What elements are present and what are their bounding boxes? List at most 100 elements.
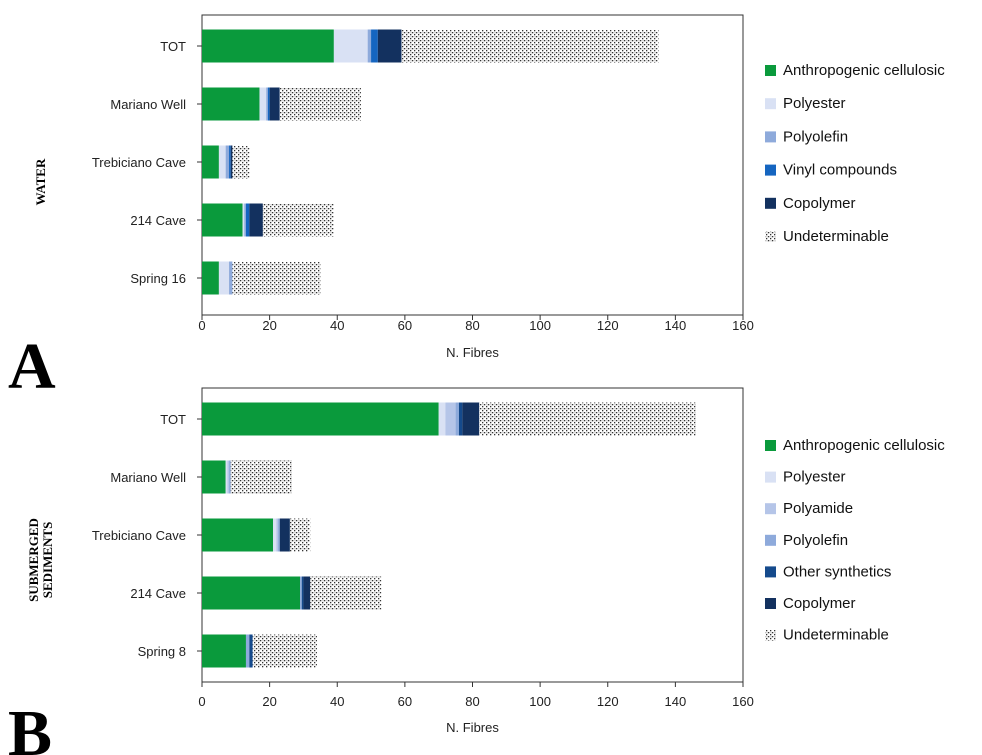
- x-tick-label: 20: [262, 318, 276, 333]
- bar-segment: [301, 576, 304, 610]
- bar-segment: [438, 402, 446, 436]
- legend-label: Anthropogenic cellulosic: [783, 437, 945, 454]
- bar-segment: [267, 87, 270, 121]
- category-label: TOT: [160, 412, 186, 427]
- panel-side-label: SUBMERGED: [26, 518, 41, 602]
- bar-segment: [333, 29, 368, 63]
- legend-swatch: [765, 131, 776, 143]
- x-tick-label: 120: [597, 318, 619, 333]
- x-tick-label: 100: [529, 694, 551, 709]
- legend-label: Polyolefin: [783, 532, 848, 549]
- bar-segment: [202, 518, 274, 552]
- x-tick-label: 0: [198, 318, 205, 333]
- category-label: TOT: [160, 39, 186, 54]
- bar-segment: [303, 576, 311, 610]
- legend-label: Undeterminable: [783, 228, 889, 245]
- bar-segment: [230, 460, 292, 494]
- category-label: Mariano Well: [110, 470, 186, 485]
- legend-swatch: [765, 440, 776, 451]
- bar-segment: [202, 29, 334, 63]
- legend-label: Polyester: [783, 95, 846, 112]
- x-tick-label: 160: [732, 694, 754, 709]
- x-tick-label: 160: [732, 318, 754, 333]
- legend-swatch: [765, 566, 776, 578]
- bar-segment: [229, 460, 231, 494]
- bar-segment: [300, 576, 302, 610]
- bar-segment: [401, 29, 659, 63]
- x-axis-title: N. Fibres: [446, 720, 499, 735]
- category-label: Trebiciano Cave: [92, 155, 186, 170]
- bar-segment: [202, 402, 439, 436]
- category-label: Mariano Well: [110, 97, 186, 112]
- bar-segment: [458, 402, 463, 436]
- bar-segment: [245, 634, 250, 668]
- legend-swatch: [765, 65, 776, 76]
- bar-segment: [249, 634, 253, 668]
- x-tick-label: 80: [465, 694, 479, 709]
- legend-swatch: [765, 98, 776, 110]
- bar-segment: [310, 576, 382, 610]
- bar-segment: [225, 145, 230, 179]
- x-tick-label: 20: [262, 694, 276, 709]
- bar-segment: [266, 87, 268, 121]
- legend-swatch: [765, 197, 776, 209]
- bar-segment: [273, 518, 277, 552]
- bar-segment: [479, 402, 696, 436]
- bar-segment: [249, 203, 263, 237]
- bar-segment: [371, 29, 378, 63]
- legend-label: Undeterminable: [783, 627, 889, 644]
- bar-segment: [227, 460, 230, 494]
- x-tick-label: 140: [665, 318, 687, 333]
- legend-label: Copolymer: [783, 195, 856, 212]
- bar-segment: [202, 145, 219, 179]
- bar-segment: [279, 518, 290, 552]
- bar-segment: [229, 145, 231, 179]
- x-tick-label: 100: [529, 318, 551, 333]
- x-tick-label: 140: [665, 694, 687, 709]
- bar-segment: [230, 145, 233, 179]
- x-tick-label: 60: [398, 318, 412, 333]
- legend-swatch: [765, 629, 776, 641]
- bar-segment: [202, 460, 226, 494]
- legend-swatch: [765, 471, 776, 483]
- bar-segment: [202, 87, 260, 121]
- bar-segment: [202, 576, 301, 610]
- category-label: 214 Cave: [130, 213, 186, 228]
- bar-segment: [202, 203, 243, 237]
- bar-segment: [259, 87, 267, 121]
- panel-side-label: SEDIMENTS: [40, 522, 55, 599]
- legend-label: Polyolefin: [783, 128, 848, 145]
- panel-side-label: WATER: [33, 158, 48, 205]
- legend-label: Polyamide: [783, 500, 853, 517]
- bar-segment: [202, 261, 219, 295]
- bar-segment: [276, 518, 279, 552]
- x-tick-label: 40: [330, 318, 344, 333]
- bar-segment: [262, 203, 334, 237]
- bar-segment: [455, 402, 459, 436]
- category-label: Trebiciano Cave: [92, 528, 186, 543]
- legend-swatch: [765, 534, 776, 546]
- x-tick-label: 60: [398, 694, 412, 709]
- x-tick-label: 120: [597, 694, 619, 709]
- legend-label: Copolymer: [783, 595, 856, 612]
- legend-swatch: [765, 598, 776, 609]
- bar-segment: [462, 402, 480, 436]
- legend-label: Vinyl compounds: [783, 162, 897, 179]
- chart-panel-A: 0 20 40 60 80 100 120 140 160 N. Fibres TOT Mariano…: [8, 14, 945, 403]
- panel-letter: B: [8, 697, 52, 755]
- category-label: 214 Cave: [130, 586, 186, 601]
- bar-segment: [367, 29, 372, 63]
- bar-segment: [242, 203, 245, 237]
- bar-segment: [245, 203, 250, 237]
- bar-segment: [278, 518, 280, 552]
- x-tick-label: 80: [465, 318, 479, 333]
- x-tick-label: 0: [198, 694, 205, 709]
- legend-label: Other synthetics: [783, 563, 891, 580]
- category-label: Spring 8: [138, 644, 186, 659]
- panel-letter: A: [8, 330, 56, 403]
- bar-segment: [232, 261, 321, 295]
- bar-segment: [202, 634, 246, 668]
- bar-segment: [377, 29, 402, 63]
- bar-segment: [225, 460, 228, 494]
